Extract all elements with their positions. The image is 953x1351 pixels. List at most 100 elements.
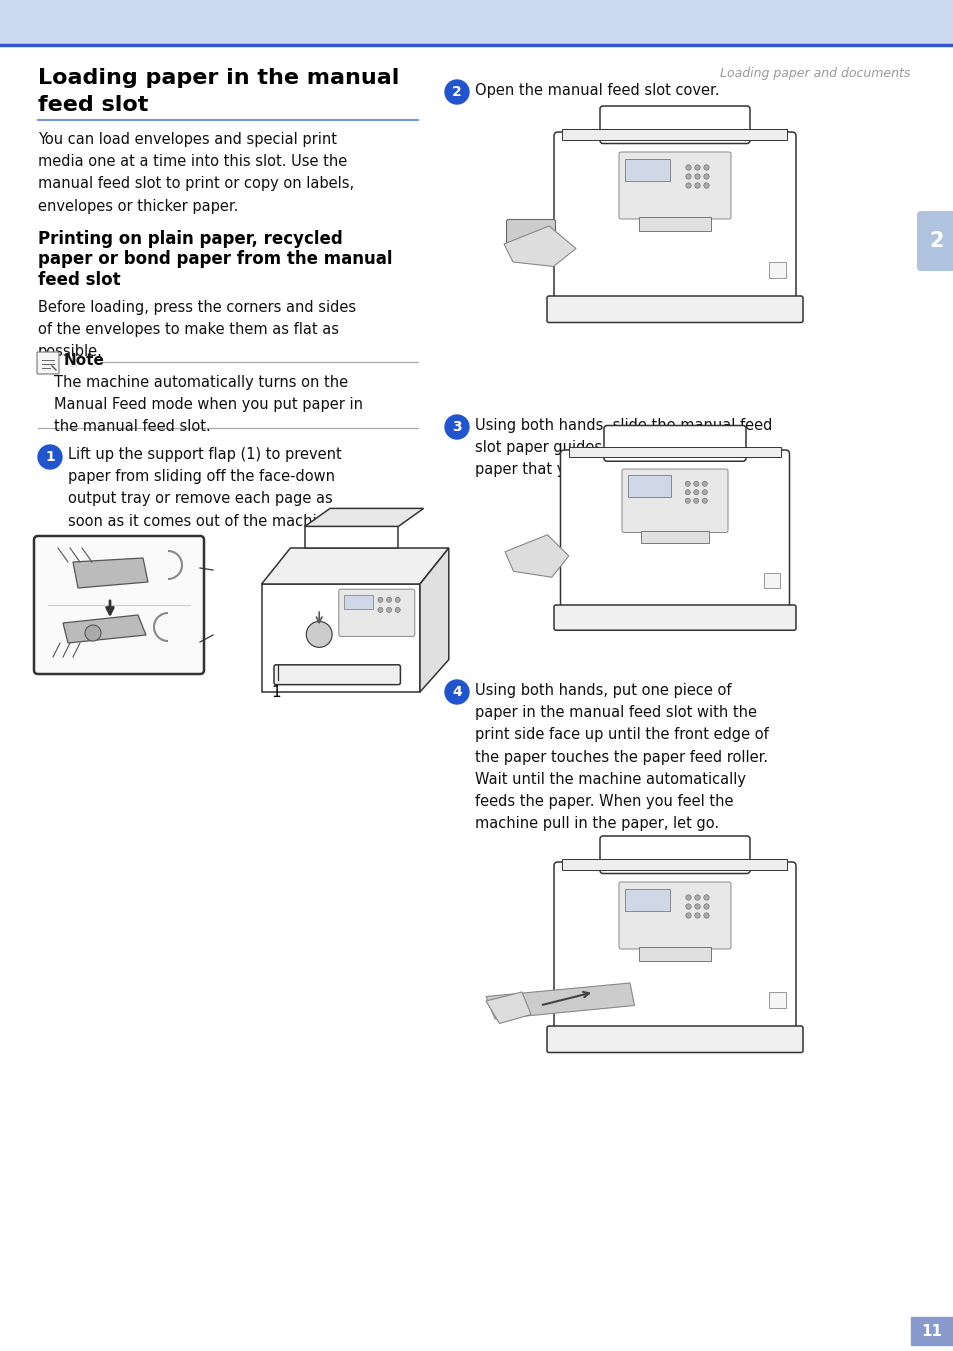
Polygon shape <box>485 984 634 1019</box>
Text: paper or bond paper from the manual: paper or bond paper from the manual <box>38 250 392 267</box>
Bar <box>628 476 670 497</box>
FancyBboxPatch shape <box>34 536 204 674</box>
Bar <box>763 573 779 588</box>
Bar <box>625 158 670 181</box>
Circle shape <box>703 182 708 188</box>
Text: 4: 4 <box>452 685 461 698</box>
Circle shape <box>444 80 469 104</box>
Polygon shape <box>261 549 448 584</box>
Circle shape <box>386 597 391 603</box>
FancyBboxPatch shape <box>603 426 745 461</box>
Bar <box>625 889 670 911</box>
FancyBboxPatch shape <box>37 353 59 374</box>
Bar <box>344 594 373 609</box>
Bar <box>639 947 710 961</box>
Text: 2: 2 <box>929 231 943 251</box>
FancyBboxPatch shape <box>546 1025 802 1052</box>
FancyBboxPatch shape <box>274 665 400 685</box>
FancyBboxPatch shape <box>618 882 730 948</box>
FancyBboxPatch shape <box>916 211 953 272</box>
Circle shape <box>685 182 691 188</box>
Polygon shape <box>419 549 448 692</box>
Circle shape <box>703 165 708 170</box>
Text: 1: 1 <box>271 685 280 700</box>
Polygon shape <box>63 615 146 643</box>
Circle shape <box>701 489 706 494</box>
Bar <box>769 262 785 278</box>
Circle shape <box>684 489 690 494</box>
Text: Using both hands, slide the manual feed
slot paper guides to the width of the
pa: Using both hands, slide the manual feed … <box>475 417 772 477</box>
Circle shape <box>703 894 708 900</box>
Polygon shape <box>485 992 531 1024</box>
Bar <box>640 531 708 543</box>
Circle shape <box>701 499 706 504</box>
Text: feed slot: feed slot <box>38 272 120 289</box>
Circle shape <box>685 913 691 919</box>
Text: Note: Note <box>64 353 105 367</box>
Bar <box>562 128 786 139</box>
Circle shape <box>684 499 690 504</box>
Circle shape <box>685 904 691 909</box>
Circle shape <box>395 608 399 612</box>
Polygon shape <box>73 558 148 588</box>
FancyBboxPatch shape <box>621 469 727 532</box>
FancyBboxPatch shape <box>554 862 795 1050</box>
Circle shape <box>685 894 691 900</box>
Circle shape <box>693 499 698 504</box>
Circle shape <box>703 913 708 919</box>
FancyBboxPatch shape <box>554 132 795 320</box>
Circle shape <box>694 904 700 909</box>
Circle shape <box>444 415 469 439</box>
Circle shape <box>685 174 691 180</box>
Polygon shape <box>304 527 398 549</box>
Circle shape <box>694 913 700 919</box>
Circle shape <box>386 608 391 612</box>
Text: 1: 1 <box>45 450 55 463</box>
Circle shape <box>684 481 690 486</box>
Text: Using both hands, put one piece of
paper in the manual feed slot with the
print : Using both hands, put one piece of paper… <box>475 684 768 831</box>
Text: Open the manual feed slot cover.: Open the manual feed slot cover. <box>475 82 719 99</box>
Bar <box>0 0 953 45</box>
Circle shape <box>306 621 332 647</box>
Text: Before loading, press the corners and sides
of the envelopes to make them as fla: Before loading, press the corners and si… <box>38 300 355 359</box>
Circle shape <box>85 626 101 640</box>
Circle shape <box>694 894 700 900</box>
Circle shape <box>703 174 708 180</box>
Polygon shape <box>261 584 419 692</box>
Text: 3: 3 <box>452 420 461 434</box>
FancyBboxPatch shape <box>546 296 802 323</box>
Circle shape <box>444 680 469 704</box>
Text: Lift up the support flap (1) to prevent
paper from sliding off the face-down
out: Lift up the support flap (1) to prevent … <box>68 447 341 528</box>
Text: 2: 2 <box>452 85 461 99</box>
Text: Printing on plain paper, recycled: Printing on plain paper, recycled <box>38 230 342 249</box>
FancyBboxPatch shape <box>560 450 789 628</box>
Polygon shape <box>304 508 423 527</box>
FancyBboxPatch shape <box>554 605 795 631</box>
FancyBboxPatch shape <box>618 153 730 219</box>
Circle shape <box>694 165 700 170</box>
Circle shape <box>38 444 62 469</box>
Circle shape <box>395 597 399 603</box>
Text: Loading paper in the manual: Loading paper in the manual <box>38 68 399 88</box>
FancyBboxPatch shape <box>506 219 555 246</box>
Circle shape <box>685 165 691 170</box>
Bar <box>568 447 781 458</box>
Bar <box>562 859 786 870</box>
Text: 11: 11 <box>921 1324 942 1339</box>
FancyBboxPatch shape <box>599 105 749 143</box>
Bar <box>769 992 785 1008</box>
Circle shape <box>693 489 698 494</box>
Circle shape <box>703 904 708 909</box>
Text: The machine automatically turns on the
Manual Feed mode when you put paper in
th: The machine automatically turns on the M… <box>54 376 363 435</box>
Polygon shape <box>504 535 568 577</box>
Circle shape <box>694 174 700 180</box>
Circle shape <box>694 182 700 188</box>
FancyBboxPatch shape <box>599 836 749 874</box>
Circle shape <box>701 481 706 486</box>
Circle shape <box>693 481 698 486</box>
Polygon shape <box>503 226 576 266</box>
Bar <box>639 218 710 231</box>
FancyBboxPatch shape <box>338 589 415 636</box>
Text: feed slot: feed slot <box>38 95 149 115</box>
Text: You can load envelopes and special print
media one at a time into this slot. Use: You can load envelopes and special print… <box>38 132 354 213</box>
